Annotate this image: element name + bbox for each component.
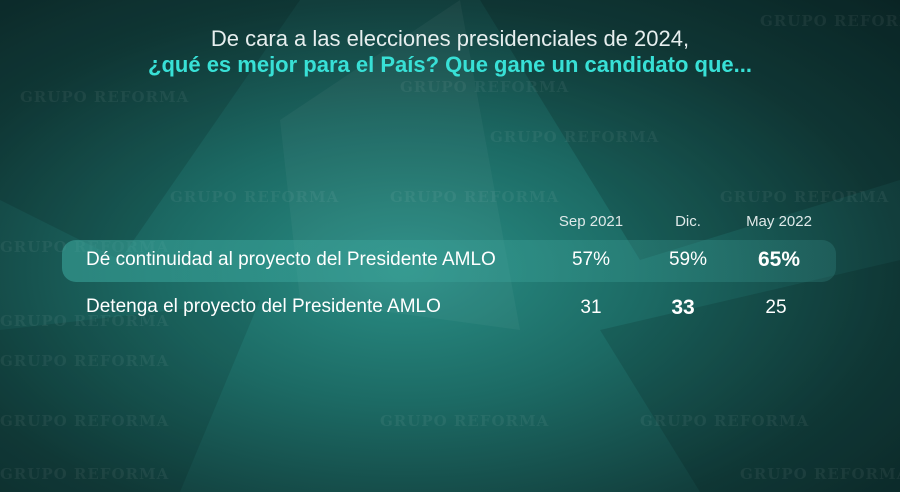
cell-value-highlighted: 33 — [671, 296, 695, 319]
row-highlight-bar — [62, 240, 836, 282]
cell-value: 57% — [571, 249, 611, 270]
column-header-sep-2021: Sep 2021 — [558, 213, 624, 230]
title-line-1: De cara a las elecciones presidenciales … — [210, 26, 690, 51]
cell-value-highlighted: 65% — [757, 248, 801, 271]
cell-value: 31 — [580, 297, 602, 318]
column-header-dic: Dic. — [675, 213, 701, 230]
title-line-2: ¿qué es mejor para el País? Que gane un … — [148, 52, 752, 77]
cell-value: 25 — [765, 297, 787, 318]
cell-value: 59% — [668, 249, 708, 270]
column-header-may-2022: May 2022 — [746, 213, 812, 230]
row-label: Dé continuidad al proyecto del President… — [86, 249, 496, 270]
row-label: Detenga el proyecto del Presidente AMLO — [86, 296, 441, 317]
